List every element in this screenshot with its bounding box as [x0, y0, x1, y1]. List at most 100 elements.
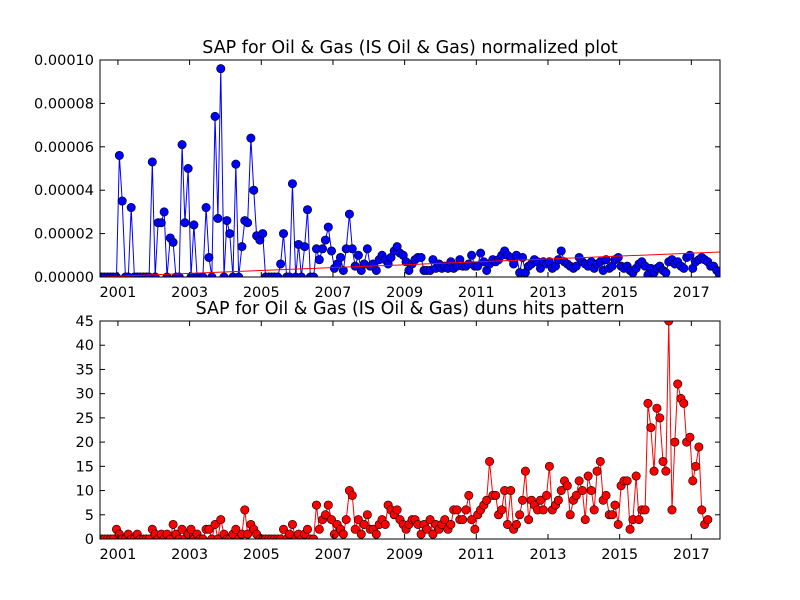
- x-tick-label: 2015: [601, 285, 638, 301]
- data-point: [446, 519, 456, 529]
- data-point: [114, 150, 124, 160]
- data-point: [177, 140, 187, 150]
- data-point: [126, 203, 136, 213]
- data-point: [482, 495, 492, 505]
- data-point: [338, 529, 348, 539]
- data-point: [240, 505, 250, 515]
- data-point: [314, 255, 324, 265]
- x-tick-label: 2015: [601, 547, 638, 563]
- data-point: [168, 237, 178, 247]
- data-point: [506, 486, 516, 496]
- y-tick-label: 0.00002: [34, 227, 94, 243]
- chart-title: SAP for Oil & Gas (IS Oil & Gas) duns hi…: [196, 299, 625, 319]
- data-point: [210, 111, 220, 121]
- data-point: [278, 524, 288, 534]
- data-point: [556, 486, 566, 496]
- data-point: [287, 519, 297, 529]
- x-tick-label: 2011: [458, 285, 495, 301]
- data-point: [467, 515, 477, 525]
- data-point: [341, 515, 351, 525]
- x-tick-label: 2017: [673, 547, 710, 563]
- data-point: [524, 515, 534, 525]
- axes-frame: [99, 59, 721, 278]
- data-point: [392, 505, 402, 515]
- data-point: [440, 515, 450, 525]
- data-point: [362, 244, 372, 254]
- data-point: [329, 529, 339, 539]
- x-tick-label: 2007: [314, 285, 351, 301]
- data-point: [556, 246, 566, 256]
- x-tick-label: 2001: [99, 547, 136, 563]
- data-point: [287, 179, 297, 189]
- data-point: [452, 505, 462, 515]
- data-point: [491, 490, 501, 500]
- x-tick-label: 2005: [243, 547, 280, 563]
- data-point: [249, 185, 259, 195]
- data-point: [565, 510, 575, 520]
- data-point: [347, 244, 357, 254]
- plot-area: [100, 321, 713, 539]
- data-point: [658, 456, 668, 466]
- data-point: [470, 524, 480, 534]
- data-point: [688, 476, 698, 486]
- data-point: [422, 524, 432, 534]
- data-point: [359, 519, 369, 529]
- data-point: [210, 519, 220, 529]
- data-point: [583, 471, 593, 481]
- data-point: [518, 495, 528, 505]
- x-tick-label: 2009: [386, 285, 423, 301]
- data-point: [577, 486, 587, 496]
- data-point: [520, 466, 530, 476]
- data-point: [497, 505, 507, 515]
- data-point: [553, 495, 563, 505]
- data-point: [661, 268, 671, 277]
- data-point: [278, 229, 288, 239]
- data-point: [544, 461, 554, 471]
- data-point: [147, 157, 157, 167]
- data-point: [168, 519, 178, 529]
- data-point: [246, 133, 256, 143]
- data-point: [350, 524, 360, 534]
- data-point: [425, 515, 435, 525]
- data-point: [610, 500, 620, 510]
- y-tick-label: 15: [76, 459, 94, 475]
- data-point: [159, 207, 169, 217]
- data-point: [311, 500, 321, 510]
- data-point: [580, 515, 590, 525]
- data-point: [353, 515, 363, 525]
- data-point: [571, 490, 581, 500]
- data-point: [601, 255, 611, 265]
- data-point: [685, 432, 695, 442]
- data-point: [216, 515, 226, 525]
- x-tick-label: 2017: [673, 285, 710, 301]
- data-point: [646, 423, 656, 433]
- data-point: [362, 510, 372, 520]
- data-point: [622, 476, 632, 486]
- data-point: [302, 205, 312, 215]
- data-point: [679, 398, 689, 408]
- data-point: [344, 209, 354, 219]
- data-point: [461, 505, 471, 515]
- data-point: [327, 246, 337, 256]
- data-point: [535, 495, 545, 505]
- data-point: [586, 486, 596, 496]
- data-point: [320, 510, 330, 520]
- data-point: [213, 213, 223, 223]
- data-point: [664, 321, 674, 326]
- data-point: [601, 490, 611, 500]
- data-point: [323, 222, 333, 232]
- data-point: [515, 510, 525, 520]
- data-point: [416, 252, 426, 262]
- data-point: [243, 529, 253, 539]
- data-point: [302, 524, 312, 534]
- y-tick-label: 0.00000: [34, 270, 94, 286]
- data-point: [318, 244, 328, 254]
- data-point: [371, 265, 381, 275]
- data-point: [562, 481, 572, 491]
- data-point: [300, 242, 310, 252]
- data-point: [571, 261, 581, 271]
- data-point: [186, 524, 196, 534]
- data-point: [276, 259, 286, 269]
- data-point: [613, 252, 623, 262]
